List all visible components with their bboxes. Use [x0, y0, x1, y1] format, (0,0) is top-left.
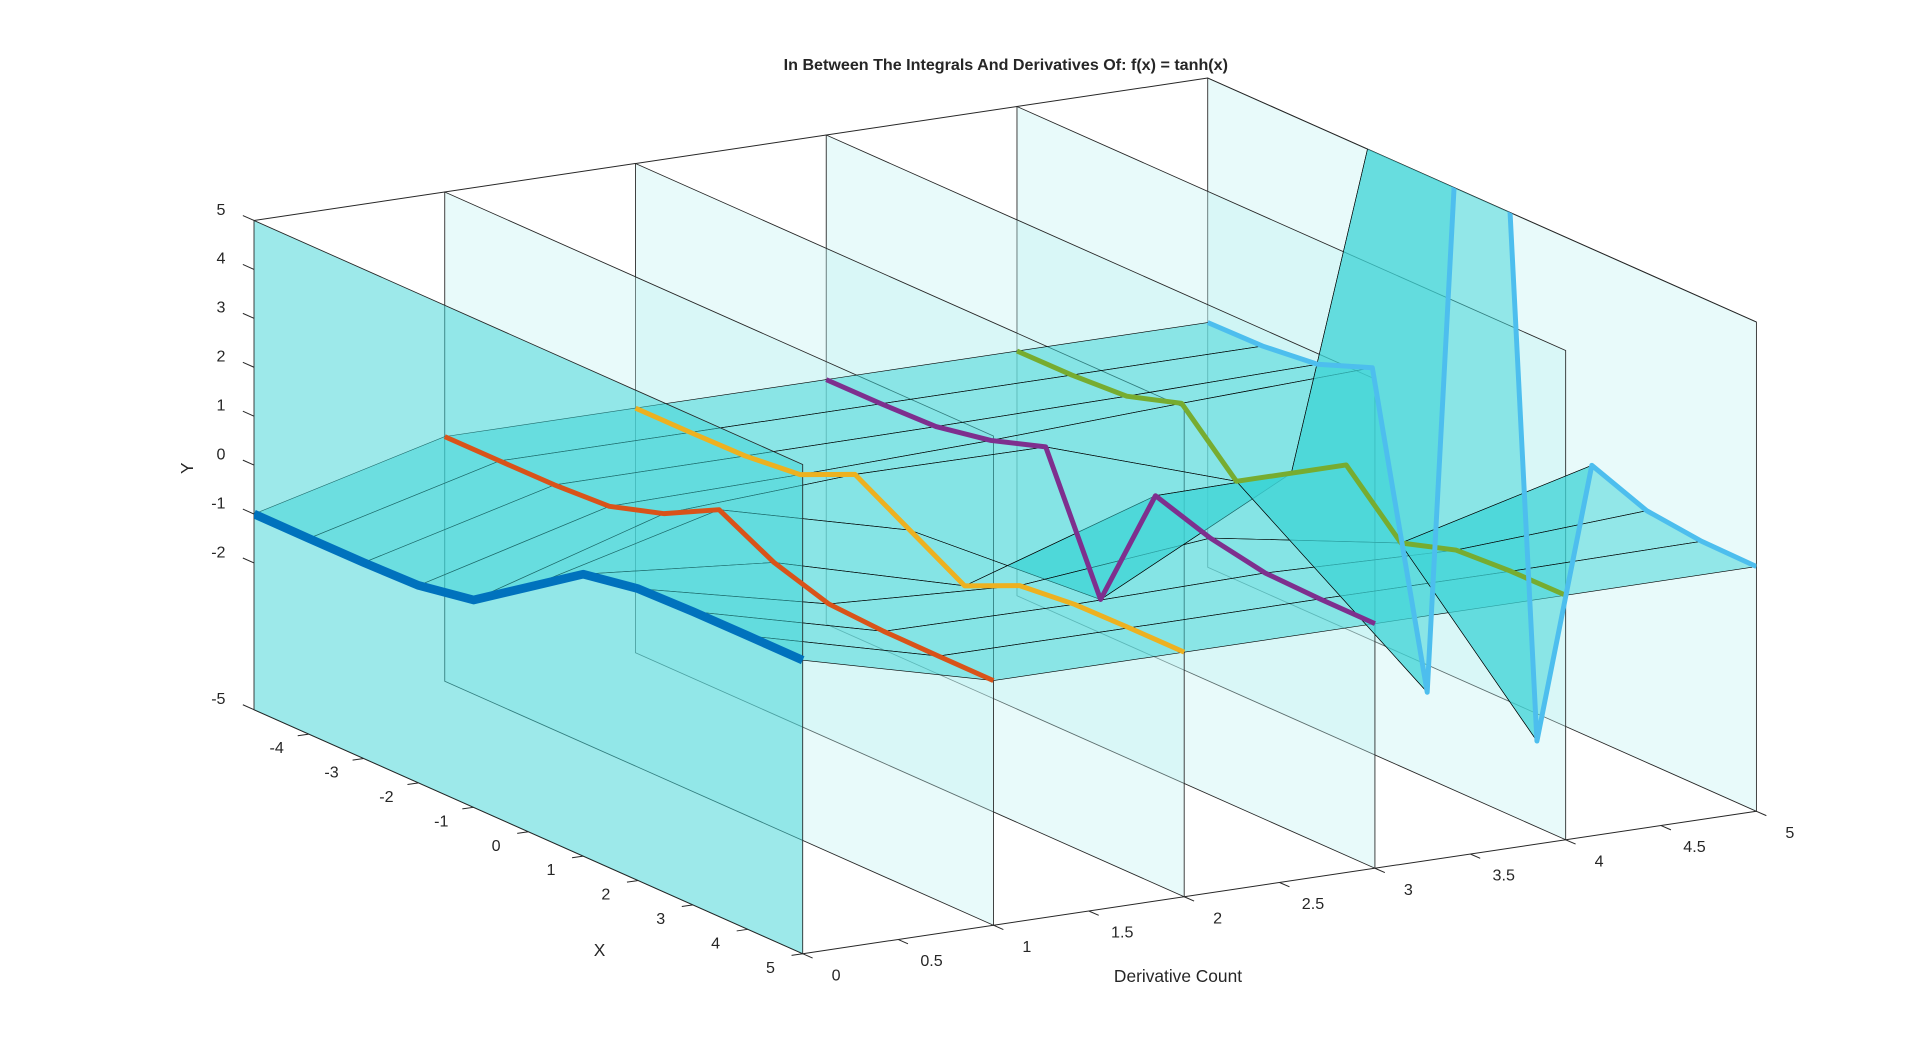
x-tick-label: 2 — [601, 886, 610, 904]
d-tick — [1279, 882, 1290, 888]
curves — [253, 78, 1757, 744]
derivative-curve — [443, 434, 995, 683]
x-tick-label: 4 — [711, 934, 720, 952]
y-tick — [242, 508, 255, 515]
x-tick-label: 5 — [766, 959, 775, 977]
x-axis-label: X — [594, 940, 606, 960]
x-tick — [297, 733, 309, 737]
x-tick-label: -2 — [379, 788, 393, 806]
d-tick — [1756, 810, 1767, 817]
derivative-curve — [634, 405, 1186, 655]
d-tick — [802, 953, 813, 959]
box-edge — [253, 77, 1208, 221]
d-tick-label: 1.5 — [1111, 924, 1133, 942]
d-tick-label: 1 — [1022, 938, 1031, 956]
derivative-curve — [825, 377, 1376, 626]
y-tick-label: 5 — [217, 201, 226, 219]
x-tick — [736, 928, 748, 932]
y-axis-label: Y — [177, 462, 197, 474]
y-tick-label: -1 — [211, 494, 225, 512]
y-tick-label: 0 — [217, 445, 226, 463]
y-tick-label: 3 — [217, 299, 226, 317]
d-tick-label: 2 — [1213, 909, 1222, 927]
d-tick — [1470, 853, 1481, 859]
x-tick-label: 1 — [547, 861, 556, 879]
derivative-curve — [1206, 78, 1757, 744]
y-tick — [242, 312, 255, 319]
y-tick — [242, 704, 255, 711]
d-tick-label: 4 — [1595, 852, 1604, 870]
x-tick-label: 0 — [492, 837, 501, 855]
d-tick-label: 2.5 — [1302, 895, 1324, 913]
x-tick-label: -4 — [270, 739, 284, 757]
x-tick — [791, 953, 803, 956]
x-tick-label: 3 — [656, 910, 665, 928]
y-tick — [242, 263, 255, 270]
d-tick — [1565, 839, 1576, 845]
d-tick — [897, 939, 909, 945]
x-tick — [462, 806, 474, 810]
d-tick-label: 4.5 — [1683, 838, 1705, 856]
derivative-curve — [1015, 348, 1567, 598]
y-tick — [242, 410, 255, 417]
y-tick-label: 4 — [217, 250, 226, 268]
d-tick-label: 0.5 — [920, 952, 942, 970]
x-tick — [407, 782, 419, 786]
d-tick-label: 3 — [1404, 881, 1413, 899]
chart-title: In Between The Integrals And Derivatives… — [784, 56, 1228, 74]
d-tick-label: 3.5 — [1493, 867, 1515, 885]
x-tick — [626, 880, 639, 883]
d-tick — [1183, 896, 1195, 902]
y-tick-label: 2 — [217, 348, 226, 366]
x-tick — [352, 758, 364, 761]
y-tick-label: 1 — [217, 397, 226, 415]
x-tick-label: -3 — [324, 764, 338, 782]
x-tick — [681, 904, 694, 908]
x-tick-label: -1 — [434, 812, 448, 830]
x-tick — [517, 831, 529, 834]
derivative-curve — [253, 510, 805, 665]
d-tick-label: 0 — [832, 966, 841, 984]
y-tick-label: -5 — [211, 690, 225, 708]
y-tick — [242, 557, 255, 564]
d-tick — [1374, 867, 1386, 874]
d-tick — [993, 924, 1004, 931]
d-tick — [1660, 825, 1672, 831]
d-tick — [1088, 910, 1099, 916]
d-tick-label: 5 — [1785, 824, 1794, 842]
y-tick — [242, 215, 255, 221]
d-axis-label: Derivative Count — [1114, 966, 1242, 986]
y-tick — [242, 459, 255, 466]
y-tick-label: -2 — [211, 543, 225, 561]
x-tick — [572, 855, 584, 859]
y-tick — [242, 361, 255, 368]
